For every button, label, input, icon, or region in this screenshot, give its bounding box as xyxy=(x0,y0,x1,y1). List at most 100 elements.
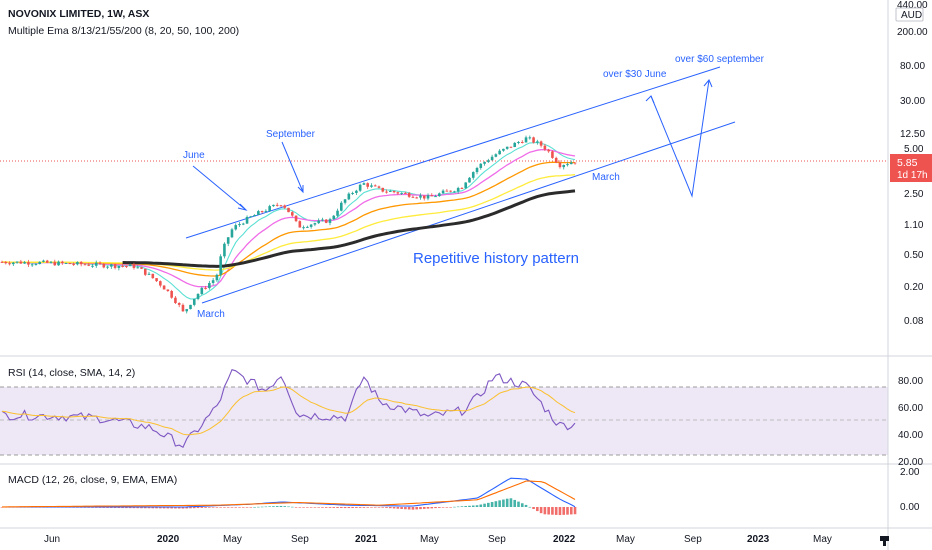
candle xyxy=(155,278,158,282)
time-label: Sep xyxy=(291,534,309,545)
rsi-axis[interactable]: 80.00 60.00 40.00 20.00 xyxy=(898,376,923,468)
time-label: 2020 xyxy=(157,534,180,545)
candle xyxy=(294,215,298,222)
macd-bar xyxy=(573,507,577,515)
time-axis[interactable]: Jun 2020 May Sep 2021 May Sep 2022 May S… xyxy=(44,534,832,545)
currency-badge[interactable]: AUD xyxy=(901,10,922,21)
macd-bar xyxy=(324,507,328,508)
macd-bar xyxy=(166,507,170,509)
macd-bar xyxy=(155,507,158,509)
macd-bar xyxy=(373,507,377,508)
candle xyxy=(381,187,385,192)
macd-bar xyxy=(204,507,207,508)
annotation-over-30: over $30 June xyxy=(603,69,667,80)
macd-bar xyxy=(268,506,271,507)
macd-bar xyxy=(475,505,479,507)
candle xyxy=(53,261,57,266)
macd-bar xyxy=(245,507,249,508)
candle xyxy=(215,274,219,281)
rsi-legend: RSI (14, close, SMA, 14, 2) xyxy=(8,367,135,379)
macd-bar xyxy=(249,507,253,508)
price-label: 0.50 xyxy=(904,250,924,261)
macd-bar xyxy=(517,501,520,507)
candle xyxy=(264,210,268,212)
candle xyxy=(404,192,407,194)
macd-bar xyxy=(253,506,256,508)
annotation-september: September xyxy=(266,129,316,140)
candle xyxy=(343,199,347,203)
candle xyxy=(147,273,151,275)
macd-bar xyxy=(151,507,155,509)
candle xyxy=(4,262,8,264)
candle xyxy=(449,190,452,192)
rsi-band xyxy=(0,387,888,455)
macd-bar xyxy=(505,498,509,507)
macd-bar xyxy=(260,506,264,508)
candle xyxy=(362,183,366,185)
candle xyxy=(396,192,400,194)
candle xyxy=(328,219,332,223)
candle xyxy=(468,177,471,183)
macd-bar xyxy=(445,507,449,508)
candle xyxy=(174,297,177,303)
candle xyxy=(509,146,513,148)
candle xyxy=(272,204,275,207)
candle xyxy=(121,265,124,267)
macd-bar xyxy=(340,507,343,508)
tradingview-logo[interactable] xyxy=(880,536,889,546)
macd-bar xyxy=(283,506,287,507)
macd-bar xyxy=(294,507,298,508)
candle xyxy=(487,160,490,162)
macd-bar xyxy=(426,507,430,509)
candle xyxy=(494,154,498,157)
candle xyxy=(151,273,155,279)
macd-bar xyxy=(498,500,501,507)
candle xyxy=(434,196,437,198)
candle xyxy=(498,150,501,155)
macd-bar xyxy=(396,507,400,509)
annotation-arrows[interactable] xyxy=(192,79,713,211)
candle xyxy=(106,266,109,268)
macd-bar xyxy=(128,507,132,509)
macd-bar xyxy=(159,507,162,509)
price-label: 440.00 xyxy=(897,0,928,11)
macd-bar xyxy=(136,507,140,509)
candle xyxy=(132,264,136,268)
macd-bar xyxy=(306,507,309,508)
candle xyxy=(234,225,238,230)
macd-bar xyxy=(362,507,366,508)
price-label: 80.00 xyxy=(900,61,925,72)
candle xyxy=(422,195,426,199)
macd-bar xyxy=(174,507,177,509)
rsi-line xyxy=(1,369,576,448)
last-price-value: 5.85 xyxy=(897,157,918,169)
rsi-axis-label: 80.00 xyxy=(898,376,923,387)
candle xyxy=(324,219,328,223)
macd-bar xyxy=(313,507,317,508)
candle xyxy=(181,304,185,312)
candle xyxy=(72,264,75,266)
annotation-pattern: Repetitive history pattern xyxy=(413,250,579,267)
trend-channel[interactable] xyxy=(185,66,736,304)
macd-bar xyxy=(241,507,245,508)
macd-bar xyxy=(366,507,369,508)
candle xyxy=(551,151,554,158)
macd-axis[interactable]: 2.00 0.00 xyxy=(900,467,920,513)
candle xyxy=(377,186,381,188)
candle xyxy=(502,148,505,151)
time-label: 2023 xyxy=(747,534,770,545)
indicator-legend: Multiple Ema 8/13/21/55/200 (8, 20, 50, … xyxy=(8,25,239,37)
macd-bar xyxy=(422,507,426,509)
candle xyxy=(275,204,279,206)
candle xyxy=(298,221,302,228)
price-label: 1.10 xyxy=(904,220,924,231)
price-axis[interactable]: 440.00 AUD 200.00 80.00 30.00 12.50 2.50… xyxy=(890,0,932,327)
ema-100-line xyxy=(2,174,576,271)
candle xyxy=(464,182,468,189)
candle xyxy=(438,193,441,197)
candle xyxy=(558,162,562,168)
candle xyxy=(366,183,369,187)
candle xyxy=(287,207,290,213)
candle xyxy=(27,262,30,265)
